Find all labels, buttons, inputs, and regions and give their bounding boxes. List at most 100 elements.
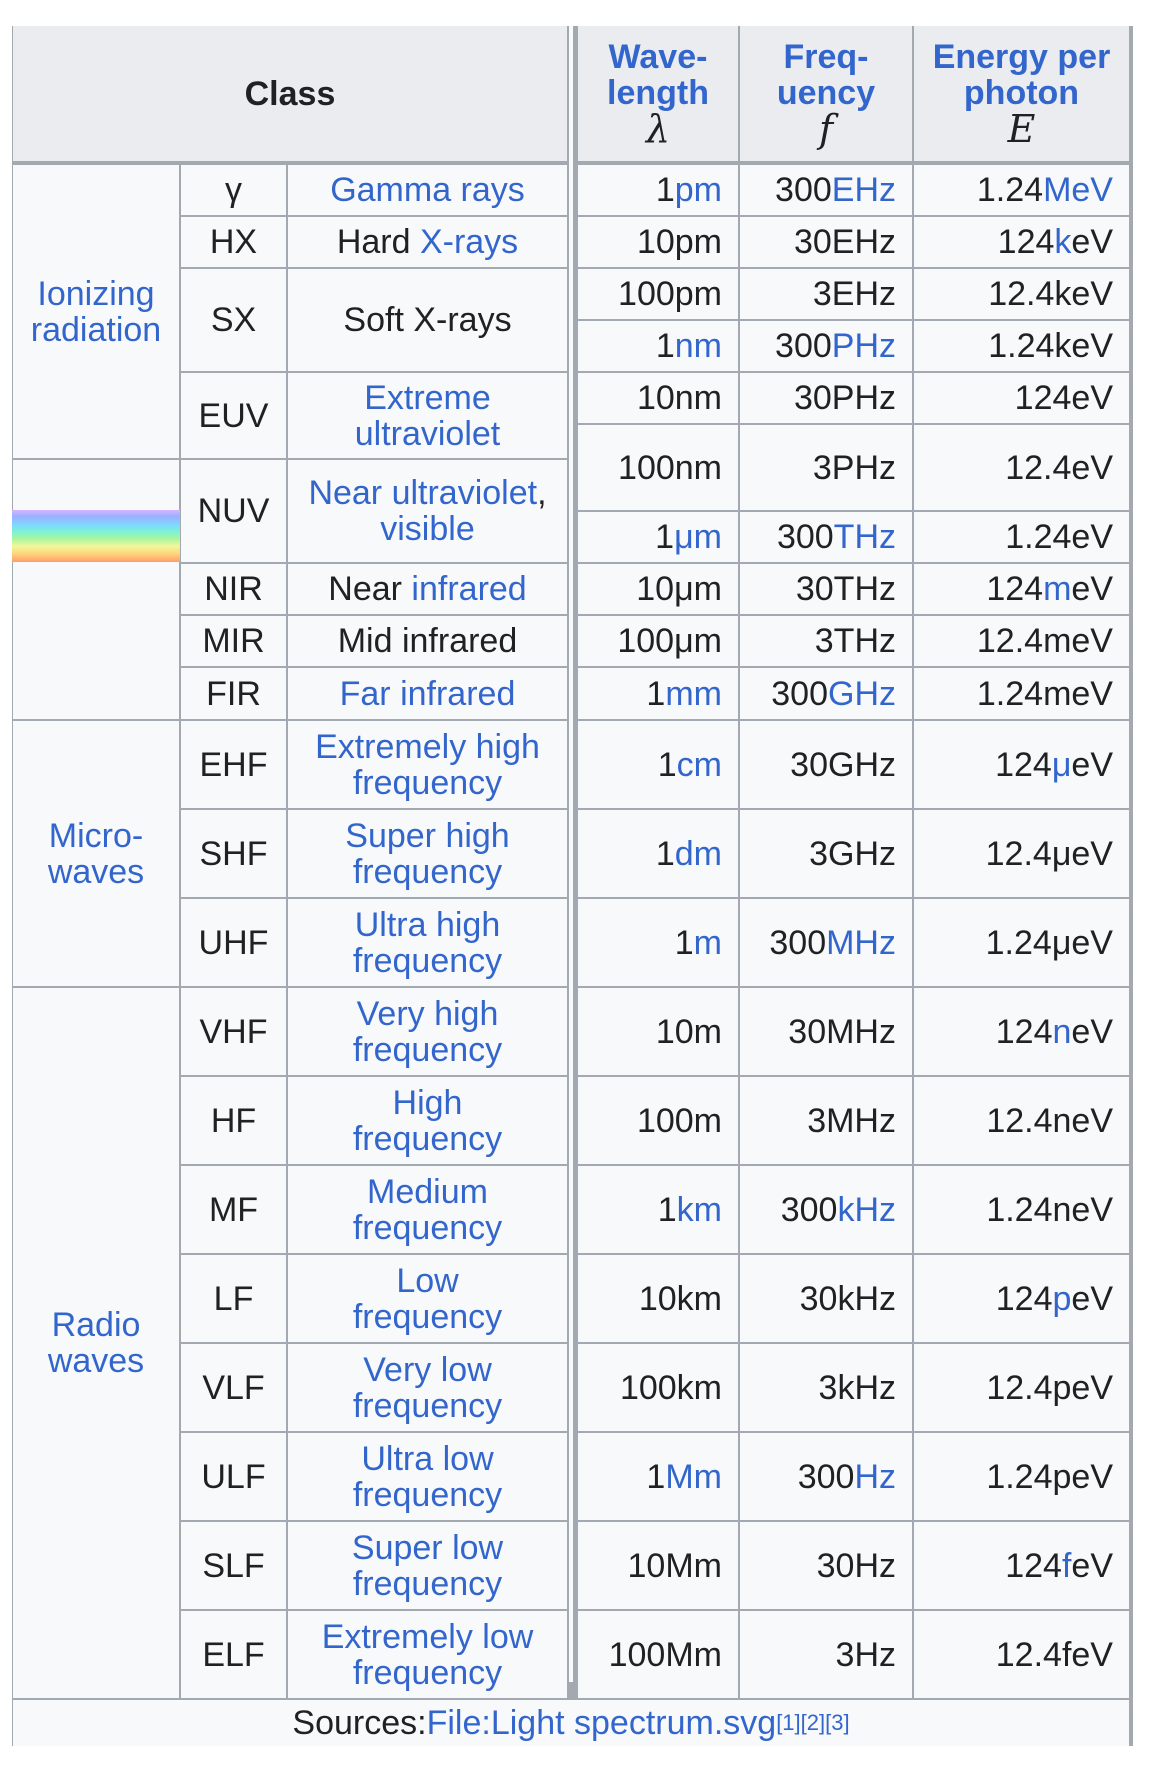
frequency-unit[interactable]: Hz [854,1457,896,1496]
energy-cell: 12.4 eV [914,425,1129,510]
energy-prefix-link[interactable]: k [1054,223,1072,261]
cell-line: photon [964,75,1079,111]
wavelength-unit[interactable]: mm [665,674,722,713]
band-name-link[interactable]: Extremely high [315,727,540,766]
header-wavelength-label[interactable]: length [607,73,709,112]
band-name-link[interactable]: High [392,1083,463,1122]
header-wavelength-label[interactable]: Wave- [608,37,708,76]
energy-prefix-link[interactable]: m [1043,570,1072,608]
energy-prefix-link[interactable]: f [1061,1546,1072,1585]
band-name-link[interactable]: infrared [411,570,527,608]
energy-value: 12.4 [986,1101,1053,1140]
frequency-cell: 3 GHz [740,810,912,897]
cell-line: ultraviolet [355,416,501,452]
band-name-link[interactable]: frequency [352,941,503,980]
wavelength-cell: 1 Mm [578,1433,738,1520]
frequency-value: 30 [799,1279,838,1318]
wavelength-unit[interactable]: pm [674,171,722,209]
group-microwaves-link[interactable]: waves [47,852,145,891]
band-name-link[interactable]: frequency [352,1030,503,1069]
band-abbreviation-text: EHF [199,745,268,784]
frequency-unit[interactable]: PHz [831,327,896,365]
band-abbreviation: FIR [181,668,286,719]
energy-value: 12.4 [985,834,1052,873]
band-name-link[interactable]: Very low [363,1350,492,1389]
band-abbreviation-text: SLF [202,1546,265,1585]
band-abbreviation-text: FIR [206,674,261,713]
wavelength-value: 10 [638,1279,677,1318]
energy-unit[interactable]: MeV [1043,171,1113,209]
header-frequency-label[interactable]: uency [776,73,876,112]
band-name-link[interactable]: Very high [356,994,499,1033]
frequency-unit[interactable]: THz [833,518,896,556]
band-name-link[interactable]: X-rays [419,223,519,261]
energy-unit: keV [1054,327,1113,365]
band-name-link[interactable]: Super low [351,1528,504,1567]
wavelength-value: 1 [655,171,675,209]
wavelength-cell: 10 pm [578,217,738,267]
band-name-link[interactable]: Medium [367,1172,488,1211]
frequency-cell: 300 kHz [740,1166,912,1253]
band-name-link[interactable]: Super high [345,816,510,855]
band-name-link[interactable]: frequency [352,1475,503,1514]
energy-prefix-link[interactable]: n [1052,1012,1072,1051]
band-name-link[interactable]: frequency [352,1208,503,1247]
energy-symbol: E [1007,106,1036,151]
energy-unit: peV [1052,1368,1114,1407]
wavelength-unit[interactable]: nm [674,327,722,365]
wavelength-value: 10 [655,1012,694,1051]
frequency-cell: 3 EHz [740,269,912,319]
energy-prefix-link[interactable]: p [1052,1279,1072,1318]
group-ionizing-radiation-link[interactable]: Ionizing [37,274,155,313]
band-name-link[interactable]: Ultra low [361,1439,494,1478]
frequency-value: 300 [775,171,832,209]
band-name-link[interactable]: ultraviolet [354,414,501,453]
frequency-unit[interactable]: GHz [828,674,896,713]
band-name-link[interactable]: frequency [352,763,503,802]
band-name-link[interactable]: Ultra high [354,905,501,944]
band-name-link[interactable]: frequency [352,1297,503,1336]
band-name-link[interactable]: visible [380,510,475,548]
energy-value: 124 [1005,1546,1062,1585]
wavelength-unit[interactable]: m [693,923,722,962]
band-name-link[interactable]: frequency [352,1564,503,1603]
band-name-link[interactable]: Extreme [364,378,491,417]
wavelength-unit[interactable]: km [676,1190,722,1229]
frequency-unit: GHz [828,745,896,784]
wavelength-unit[interactable]: μm [674,518,722,556]
group-radio-waves-link[interactable]: Radio [51,1306,141,1344]
band-name-link[interactable]: Extremely low [321,1617,534,1656]
frequency-unit: Hz [854,1635,896,1674]
wavelength-unit[interactable]: dm [674,834,722,873]
band-name-link[interactable]: frequency [352,852,503,891]
energy-prefix-link[interactable]: μ [1051,745,1072,784]
sources-file-link[interactable]: File:Light spectrum.svg [426,1704,777,1742]
band-name-link[interactable]: frequency [352,1653,503,1692]
header-energy-label[interactable]: Energy per [932,37,1111,76]
group-ionizing-radiation-link[interactable]: radiation [30,310,162,349]
frequency-unit[interactable]: EHz [831,171,896,209]
band-name-link[interactable]: Near ultraviolet [308,474,538,512]
wavelength-cell: 1 mm [578,668,738,719]
band-name-link[interactable]: frequency [352,1119,503,1158]
band-name-link[interactable]: Far infrared [339,674,516,713]
energy-unit: μeV [1051,834,1113,873]
frequency-cell: 3 THz [740,616,912,666]
wavelength-unit[interactable]: cm [676,745,722,784]
group-radio-waves-link[interactable]: waves [47,1342,145,1380]
frequency-cell: 300 PHz [740,321,912,371]
band-name-link[interactable]: Low [396,1261,459,1300]
header-energy-label[interactable]: photon [963,73,1080,112]
band-name-link[interactable]: Gamma rays [330,171,525,209]
group-microwaves-link[interactable]: Micro- [48,816,144,855]
header-frequency-label[interactable]: Freq- [783,37,869,76]
band-name-link[interactable]: frequency [352,1386,503,1425]
energy-value: 1.24 [976,674,1044,713]
wavelength-unit[interactable]: Mm [665,1457,722,1496]
frequency-cell: 3 kHz [740,1344,912,1431]
frequency-unit[interactable]: MHz [826,923,896,962]
cell-line: waves [48,1343,144,1379]
frequency-unit[interactable]: kHz [837,1190,896,1229]
cell-line: frequency [353,1299,502,1335]
band-abbreviation: γ [181,165,286,215]
